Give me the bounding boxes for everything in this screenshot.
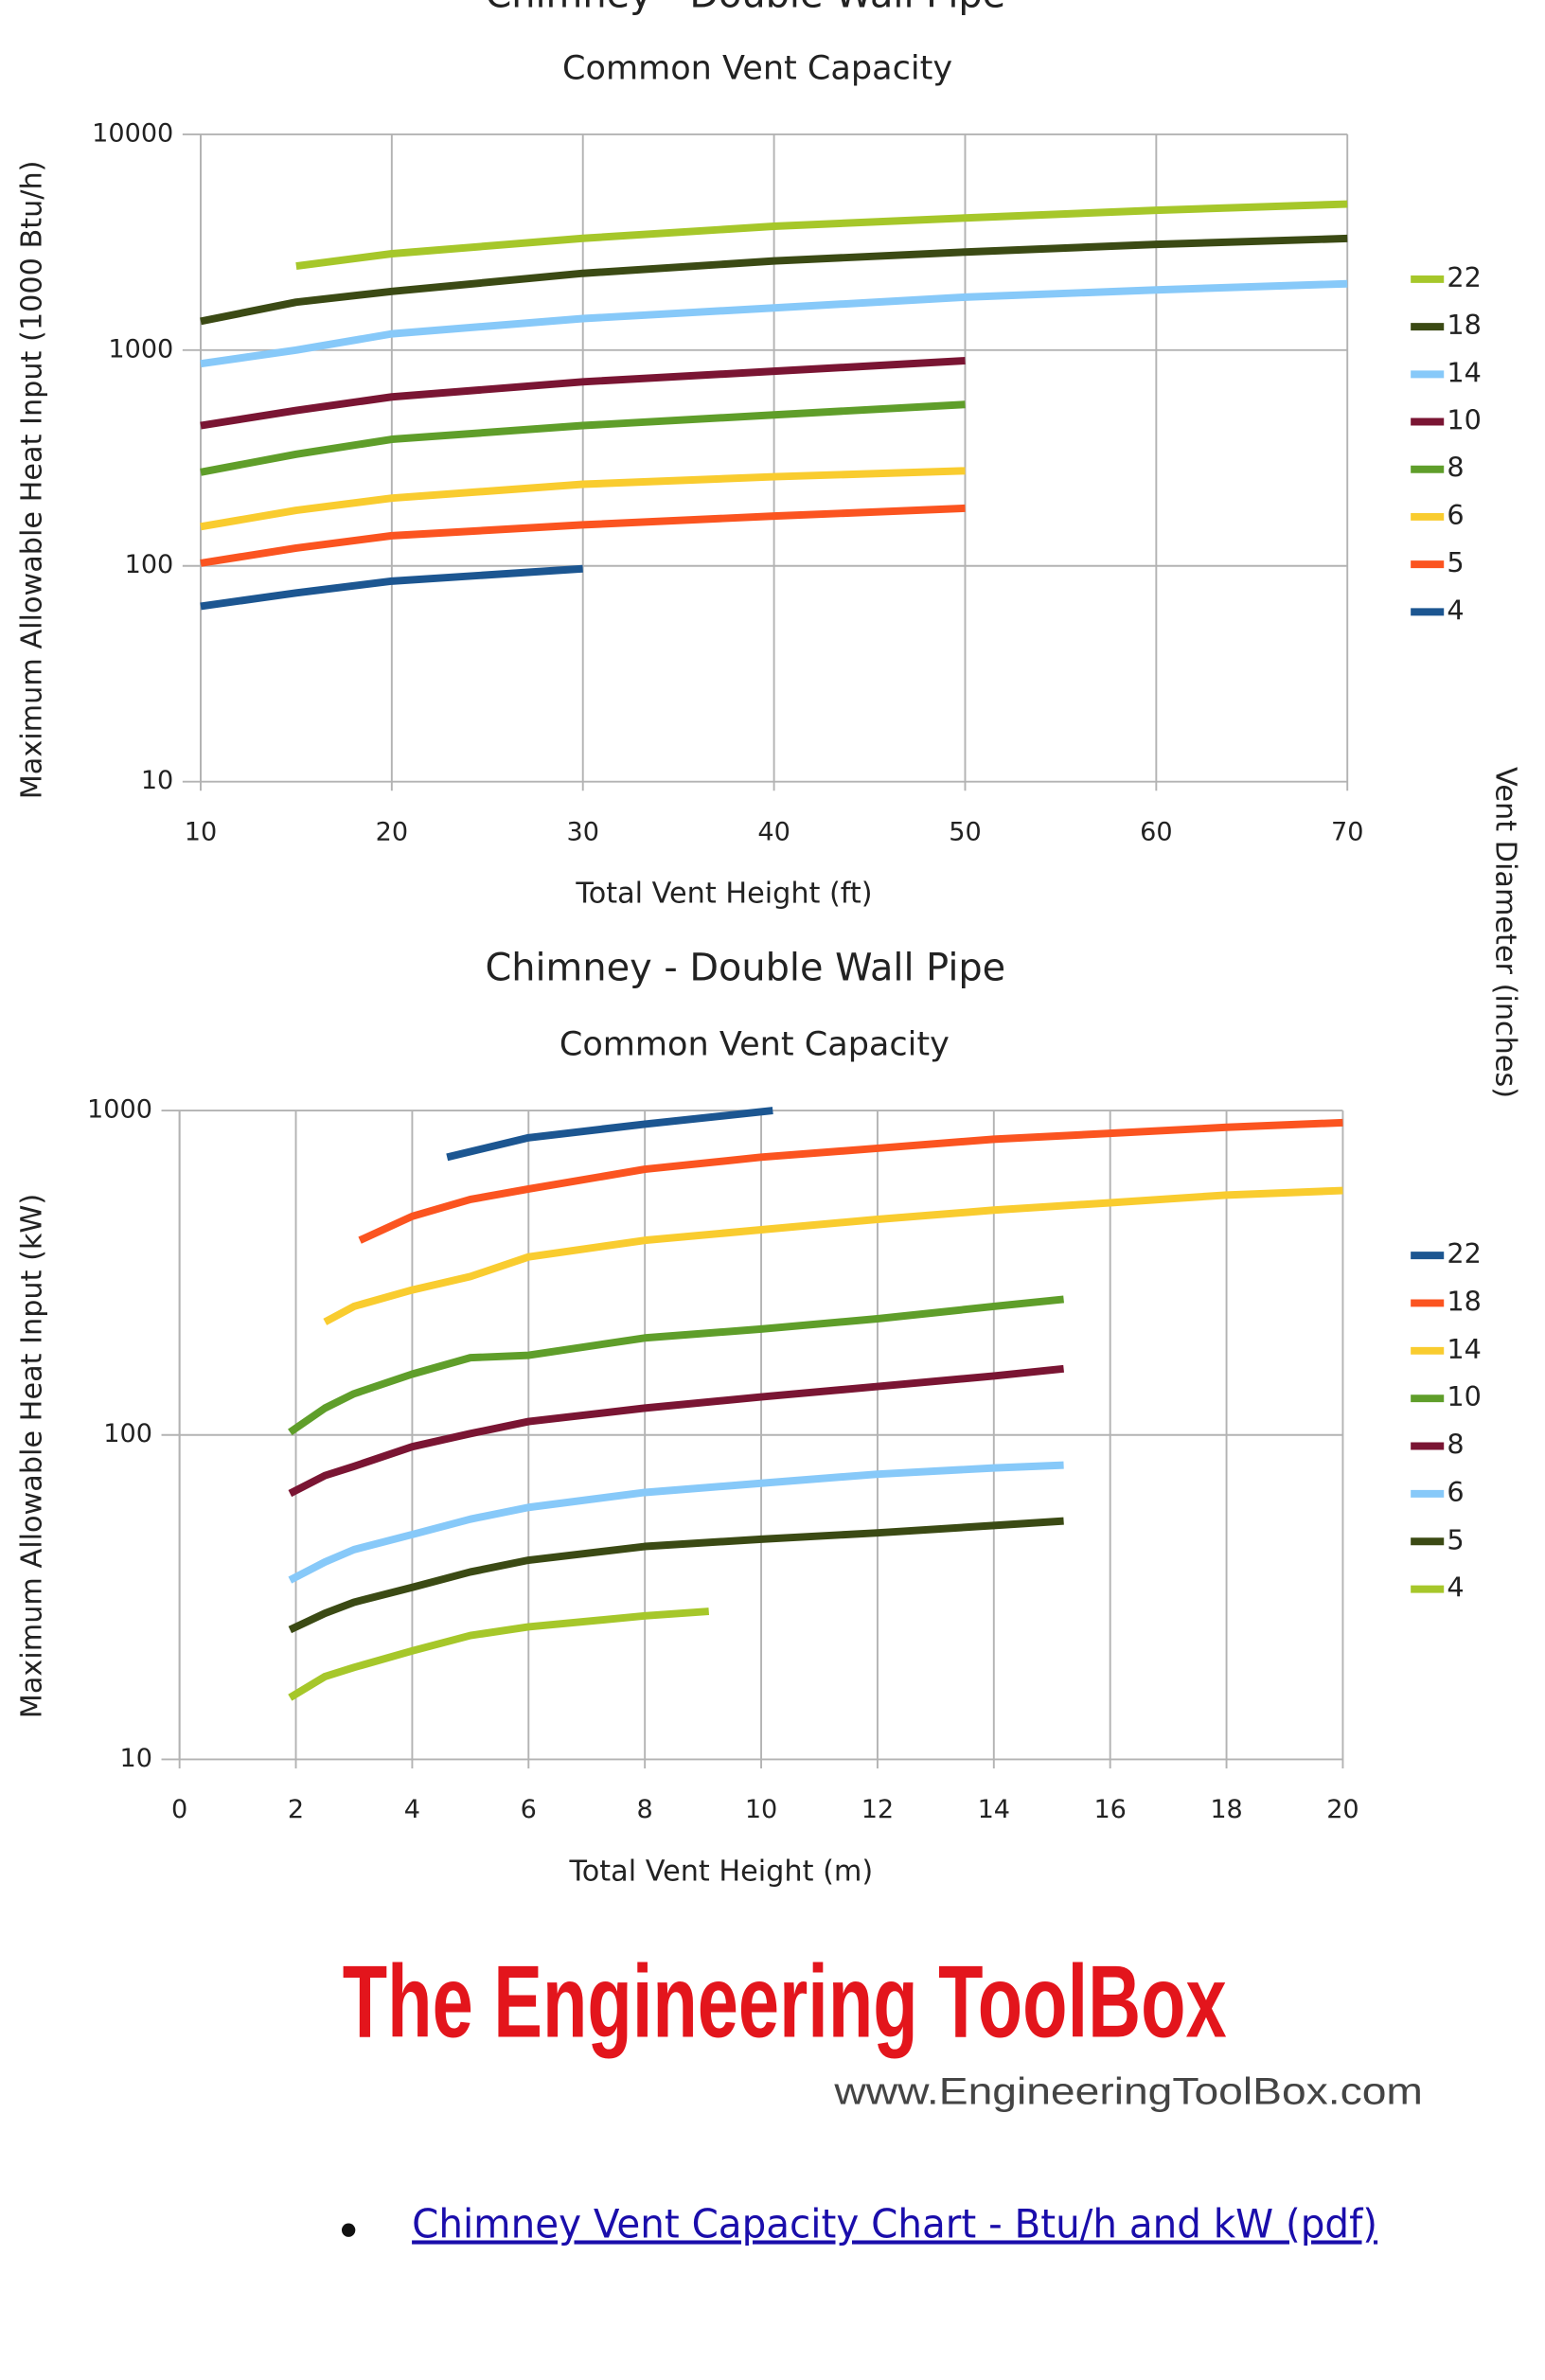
x-tick-label: 40 <box>757 817 790 846</box>
data-line <box>288 1517 1064 1634</box>
legend-label: 8 <box>1447 452 1464 484</box>
pdf-link-text[interactable]: Chimney Vent Capacity Chart - Btu/h and … <box>412 2201 1377 2247</box>
logo-url: www.EngineeringToolBox.com <box>833 2071 1423 2113</box>
data-line <box>200 279 1348 368</box>
legend-label: 10 <box>1447 1380 1481 1412</box>
x-tick-label: 10 <box>185 817 217 846</box>
data-line <box>200 357 966 430</box>
pdf-link[interactable]: Chimney Vent Capacity Chart - Btu/h and … <box>412 2201 1377 2247</box>
legend-label: 22 <box>1447 261 1481 293</box>
x-tick-label: 50 <box>949 817 981 846</box>
x-tick-label: 0 <box>171 1795 187 1824</box>
x-axis-label: Total Vent Height (m) <box>568 1855 873 1888</box>
legend-label: 5 <box>1447 546 1464 578</box>
data-line <box>200 564 583 611</box>
y-tick-label: 100 <box>103 1419 152 1448</box>
x-tick-label: 70 <box>1331 817 1363 846</box>
x-tick-label: 4 <box>404 1795 420 1824</box>
legend-label: 14 <box>1447 1333 1481 1365</box>
y-tick-label: 10 <box>120 1744 152 1773</box>
legend-label: 10 <box>1447 404 1481 436</box>
x-tick-label: 6 <box>521 1795 537 1824</box>
legend-label: 14 <box>1447 356 1481 388</box>
logo: The Engineering ToolBox <box>343 1945 1227 2059</box>
x-tick-label: 20 <box>1326 1795 1359 1824</box>
chart-subtitle: Common Vent Capacity <box>562 48 952 87</box>
data-line <box>323 1186 1343 1325</box>
y-tick-label: 1000 <box>87 1095 152 1125</box>
legend-label: 4 <box>1447 1572 1464 1604</box>
x-tick-label: 18 <box>1210 1795 1242 1824</box>
data-line <box>200 400 966 476</box>
x-tick-label: 60 <box>1140 817 1172 846</box>
data-line <box>288 1364 1065 1498</box>
chart-title: Chimney - Double Wall Pipe <box>485 946 1005 989</box>
legend-label: 22 <box>1447 1237 1481 1270</box>
x-tick-label: 12 <box>861 1795 894 1824</box>
x-tick-label: 14 <box>978 1795 1010 1824</box>
legend-label: 4 <box>1447 594 1464 626</box>
y-tick-label: 1000 <box>108 334 173 364</box>
y-axis-label: Maximum Allowable Heat Input (1000 Btu/h… <box>16 160 49 799</box>
y-axis-label: Maximum Allowable Heat Input (kW) <box>16 1194 49 1718</box>
chart-subtitle: Common Vent Capacity <box>559 1025 950 1064</box>
bullet <box>341 2223 356 2237</box>
data-line <box>288 1295 1064 1436</box>
data-line <box>288 1461 1064 1584</box>
y-tick-label: 10000 <box>92 118 173 148</box>
data-line <box>358 1118 1343 1244</box>
legend-label: 5 <box>1447 1523 1464 1555</box>
x-tick-label: 20 <box>376 817 408 846</box>
legend-label: 18 <box>1447 1285 1481 1317</box>
legend-label: 6 <box>1447 499 1464 531</box>
data-line <box>200 467 966 531</box>
legend-title: Vent Diameter (inches) <box>1488 767 1521 1098</box>
data-line <box>200 234 1348 326</box>
data-line <box>288 1607 710 1701</box>
legend-label: 6 <box>1447 1476 1464 1508</box>
data-line <box>200 504 966 567</box>
x-axis-label: Total Vent Height (ft) <box>575 878 872 911</box>
x-tick-label: 10 <box>745 1795 777 1824</box>
x-tick-label: 2 <box>288 1795 304 1824</box>
x-tick-label: 8 <box>637 1795 653 1824</box>
x-tick-label: 16 <box>1093 1795 1126 1824</box>
data-line <box>295 200 1348 271</box>
legend-label: 18 <box>1447 309 1481 341</box>
y-tick-label: 10 <box>141 766 173 795</box>
x-tick-label: 30 <box>566 817 598 846</box>
data-line <box>446 1107 773 1162</box>
chart-title: Chimney - Double Wall Pipe <box>485 0 1005 16</box>
y-tick-label: 100 <box>125 550 174 579</box>
legend-label: 8 <box>1447 1429 1464 1461</box>
